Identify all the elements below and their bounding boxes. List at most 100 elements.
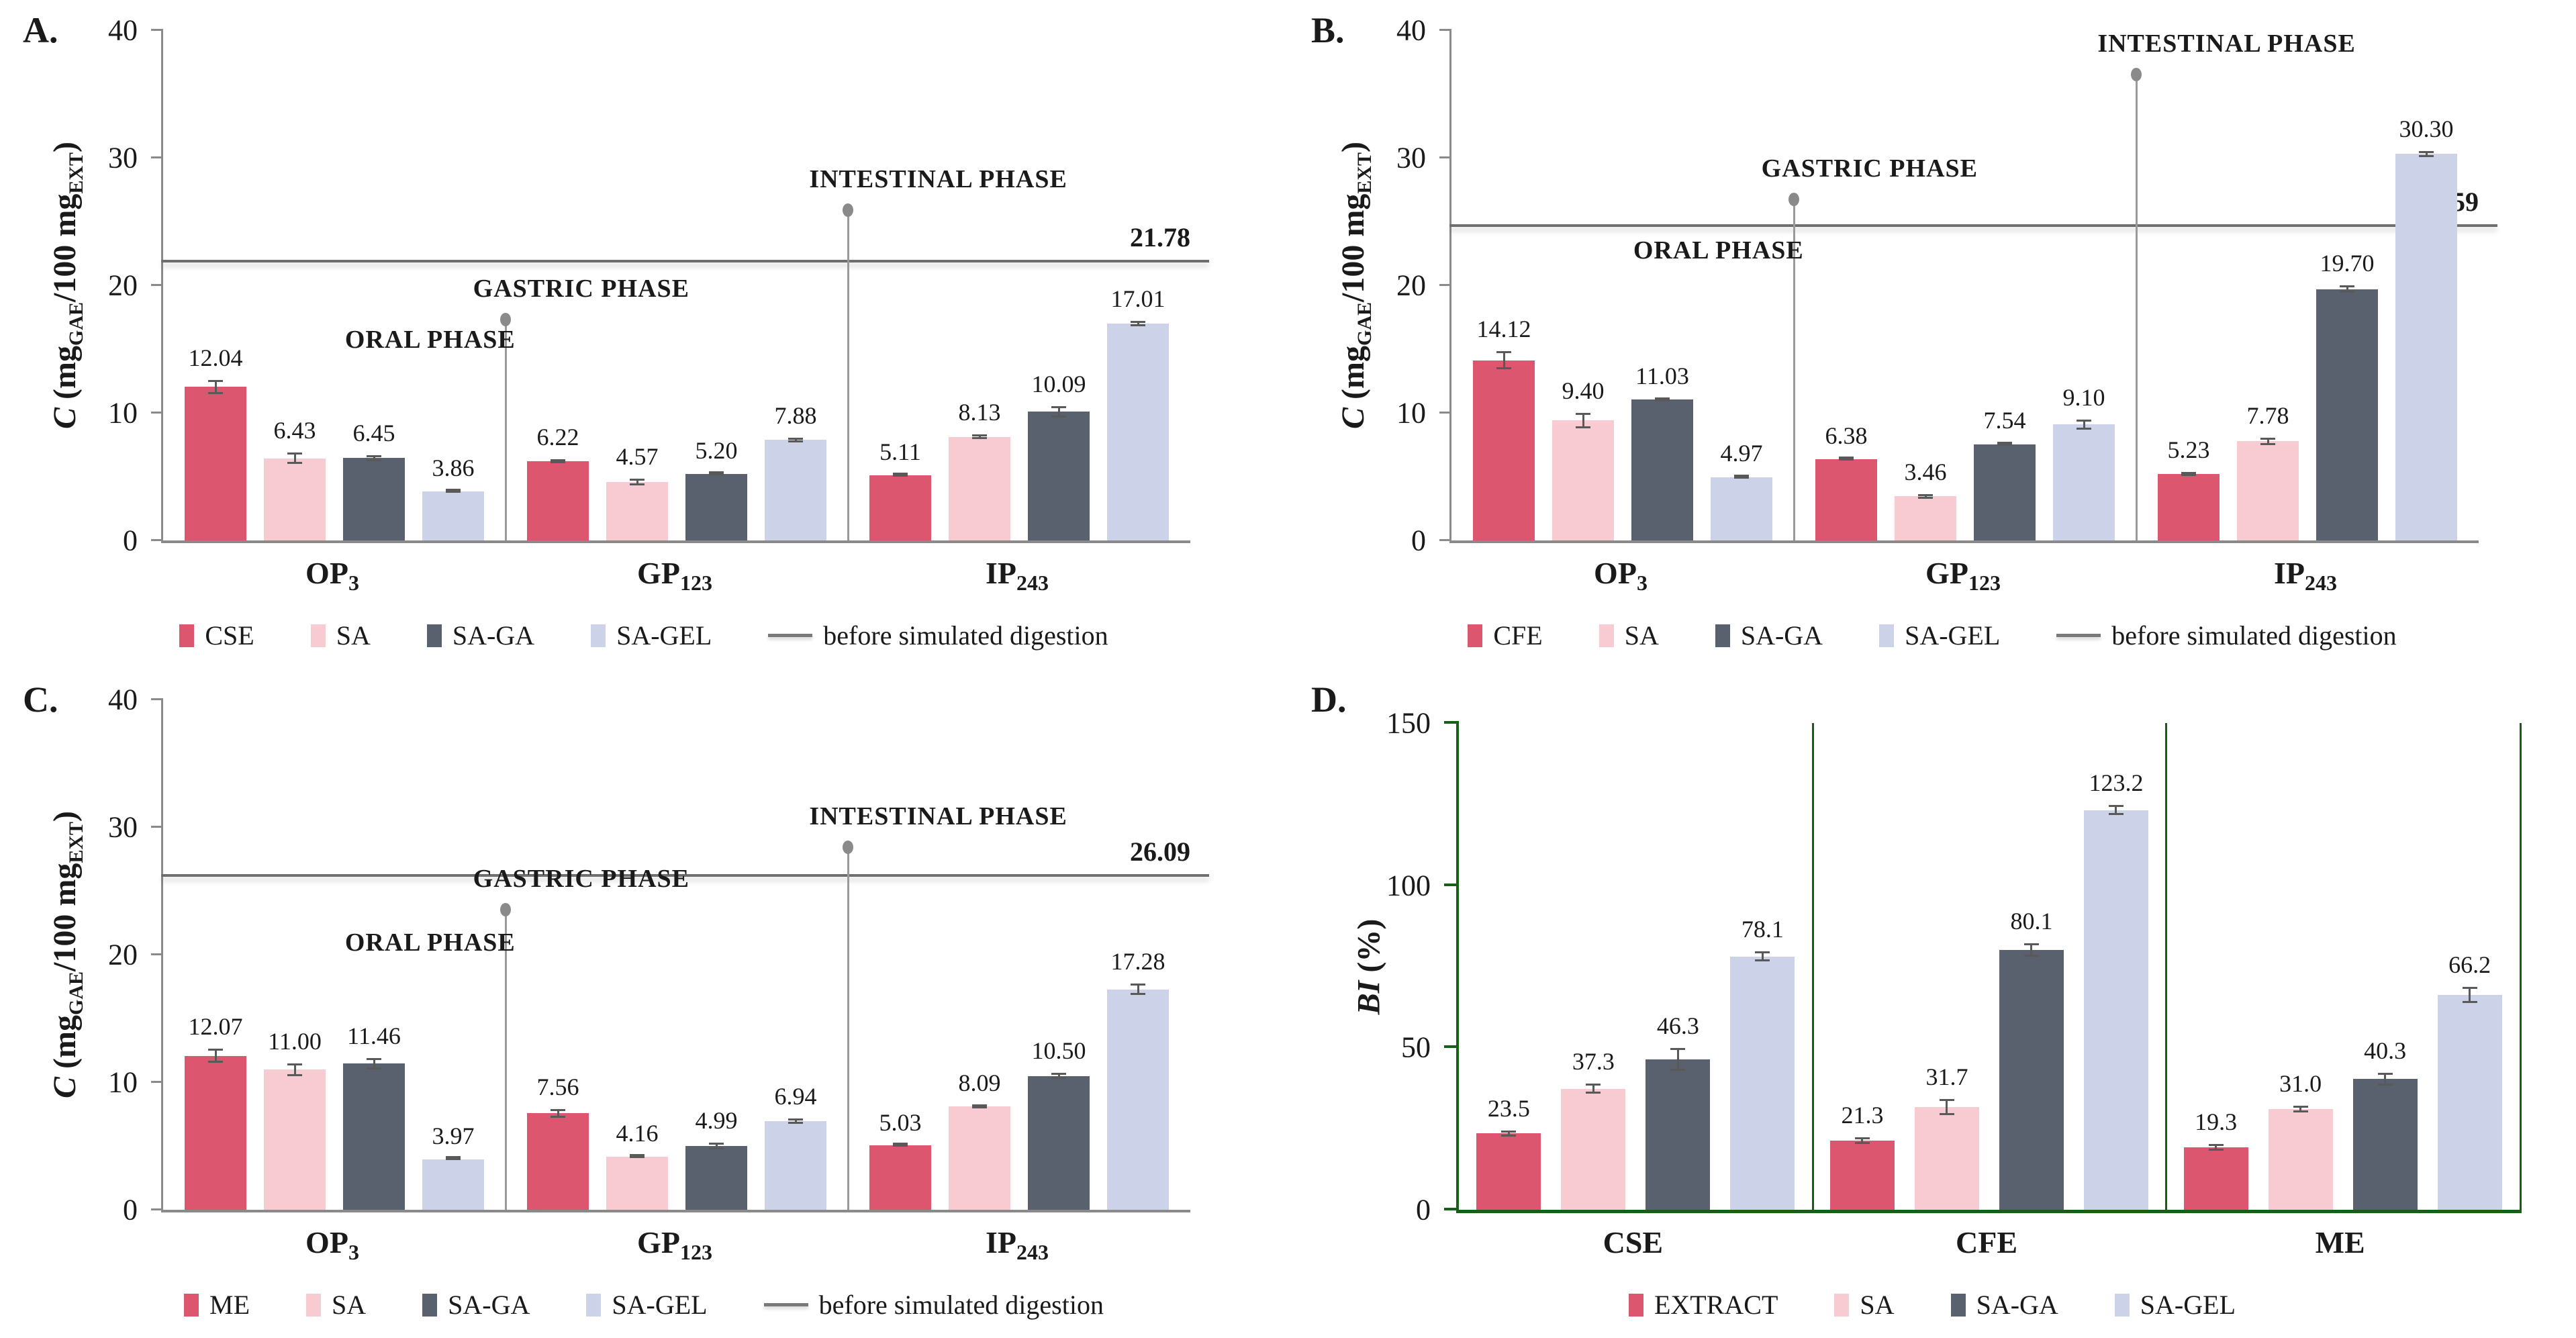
category-base: CFE [1956,1225,2017,1259]
bar-value-label: 17.01 [1110,285,1165,313]
legend-label: SA-GA [1740,620,1823,651]
y-tick-mark [151,953,163,955]
category-label: IP243 [846,1225,1188,1265]
category-label: OP3 [161,555,504,595]
y-tick-mark [151,698,163,700]
bar-value-label: 31.7 [1925,1063,1968,1090]
y-axis-label-part: EXT [1353,152,1376,194]
y-axis-label: C (mgGAE/100 mgEXT) [46,142,88,429]
bar-value-label: 4.16 [616,1120,659,1147]
legend-item: SA [1834,1289,1895,1321]
gastric-phase-dropline [500,903,512,1210]
category-axis: OP3 GP123 IP243 [161,1225,1188,1265]
y-tick-mark [151,29,163,31]
bar-cfe [1473,360,1535,540]
error-bar [1586,1084,1601,1094]
bar-extract [1829,1141,1895,1210]
category-base: GP [637,556,680,590]
bar-sa [1561,1088,1626,1210]
bar-wrap: 3.86 [422,455,484,540]
plot-area: 0 10 20 30 40 26.09 12.07 11.00 11.46 3.97 7.56 4.1… [108,683,1209,1227]
bar-group: 19.3 31.0 40.3 66.2 [2166,723,2520,1210]
error-bar [2108,805,2124,815]
bar-value-label: 7.56 [536,1073,579,1100]
bar-wrap: 6.22 [527,424,589,540]
bar-wrap: 5.20 [685,437,747,540]
error-bar [788,437,803,442]
gastric-phase-label: GASTRIC PHASE [473,275,689,303]
error-bar [1131,984,1145,996]
error-bar [1131,321,1145,326]
gastric-phase-dot [1788,193,1800,207]
y-tick-label: 50 [1401,1031,1431,1064]
bar-wrap: 7.54 [1974,407,2036,540]
before-digestion-ref-line [1449,224,2497,227]
bar-wrap: 12.04 [185,344,246,540]
bar-sa [2268,1109,2333,1210]
bar-wrap: 14.12 [1473,316,1535,540]
bar-value-label: 14.12 [1476,316,1531,343]
category-label: ME [2163,1225,2517,1260]
legend-label: SA [332,1290,367,1320]
bar-wrap: 12.07 [185,1013,246,1210]
bar-wrap: 7.56 [527,1073,589,1210]
bar-value-label: 7.88 [774,401,817,429]
error-bar [446,488,461,493]
error-bar [893,1143,908,1147]
bar-value-label: 5.20 [695,436,738,464]
bar-wrap: 46.3 [1645,1012,1711,1210]
bar-value-label: 19.70 [2320,250,2375,277]
legend-label: before simulated digestion [823,620,1108,651]
bar-extract [2183,1147,2248,1210]
bar-value-label: 17.28 [1110,948,1165,975]
bar-value-label: 6.94 [774,1083,817,1110]
y-tick-label: 150 [1386,706,1431,740]
bar-value-label: 6.22 [536,423,579,450]
category-subscript: 123 [679,571,712,595]
category-base: GP [637,1225,680,1259]
category-base: OP [305,1225,348,1259]
bar-value-label: 12.07 [188,1013,243,1041]
bar-value-label: 10.09 [1031,370,1086,397]
error-bar [1655,397,1670,402]
y-tick-label: 0 [1416,1193,1431,1227]
intestinal-phase-label: INTESTINAL PHASE [809,802,1067,831]
bar-wrap: 5.11 [869,438,931,540]
category-label: IP243 [2134,555,2477,595]
error-bar [446,1156,461,1161]
legend-item: EXTRACT [1628,1289,1778,1321]
bar-value-label: 9.40 [1562,377,1605,405]
error-bar [1755,951,1770,961]
legend-label: CFE [1493,620,1543,651]
legend-item-ref-line: before simulated digestion [2056,620,2397,651]
error-bar [2077,419,2091,430]
category-axis: OP3 GP123 IP243 [1449,555,2477,595]
y-tick-label: 0 [1411,524,1426,557]
bar-me [185,1055,246,1210]
bar-wrap: 11.03 [1631,363,1693,540]
bar-me [527,1113,589,1210]
bar-wrap: 66.2 [2437,951,2502,1210]
category-base: OP [305,556,348,590]
panel-d: D. 0 50 100 150 23.5 37.3 46.3 78.1 21.3 31.7 80.1… [1288,669,2576,1338]
category-subscript: 3 [348,571,359,595]
error-bar [893,473,908,477]
y-tick-label: 100 [1386,869,1431,902]
intestinal-phase-dropline [843,841,854,1210]
legend-swatch [591,624,606,647]
y-axis-label-part: EXT [64,152,87,194]
bar-sa-gel [2395,154,2457,540]
error-bar [1576,413,1590,428]
bar-wrap: 31.0 [2268,1070,2333,1210]
legend-label: CSE [205,620,254,651]
y-tick-label: 0 [123,1193,138,1227]
legend-label: SA-GA [1976,1290,2058,1320]
bar-wrap: 11.46 [343,1022,405,1210]
category-label: IP243 [846,555,1188,595]
bar-group: 5.11 8.13 10.09 17.01 [848,30,1190,540]
bar-sa [949,436,1010,540]
panel-c: C. 0 10 20 30 40 26.09 12.07 11.00 11.46 3.97 7.56… [0,669,1288,1338]
category-base: IP [986,556,1016,590]
intestinal-phase-dot [843,203,854,217]
